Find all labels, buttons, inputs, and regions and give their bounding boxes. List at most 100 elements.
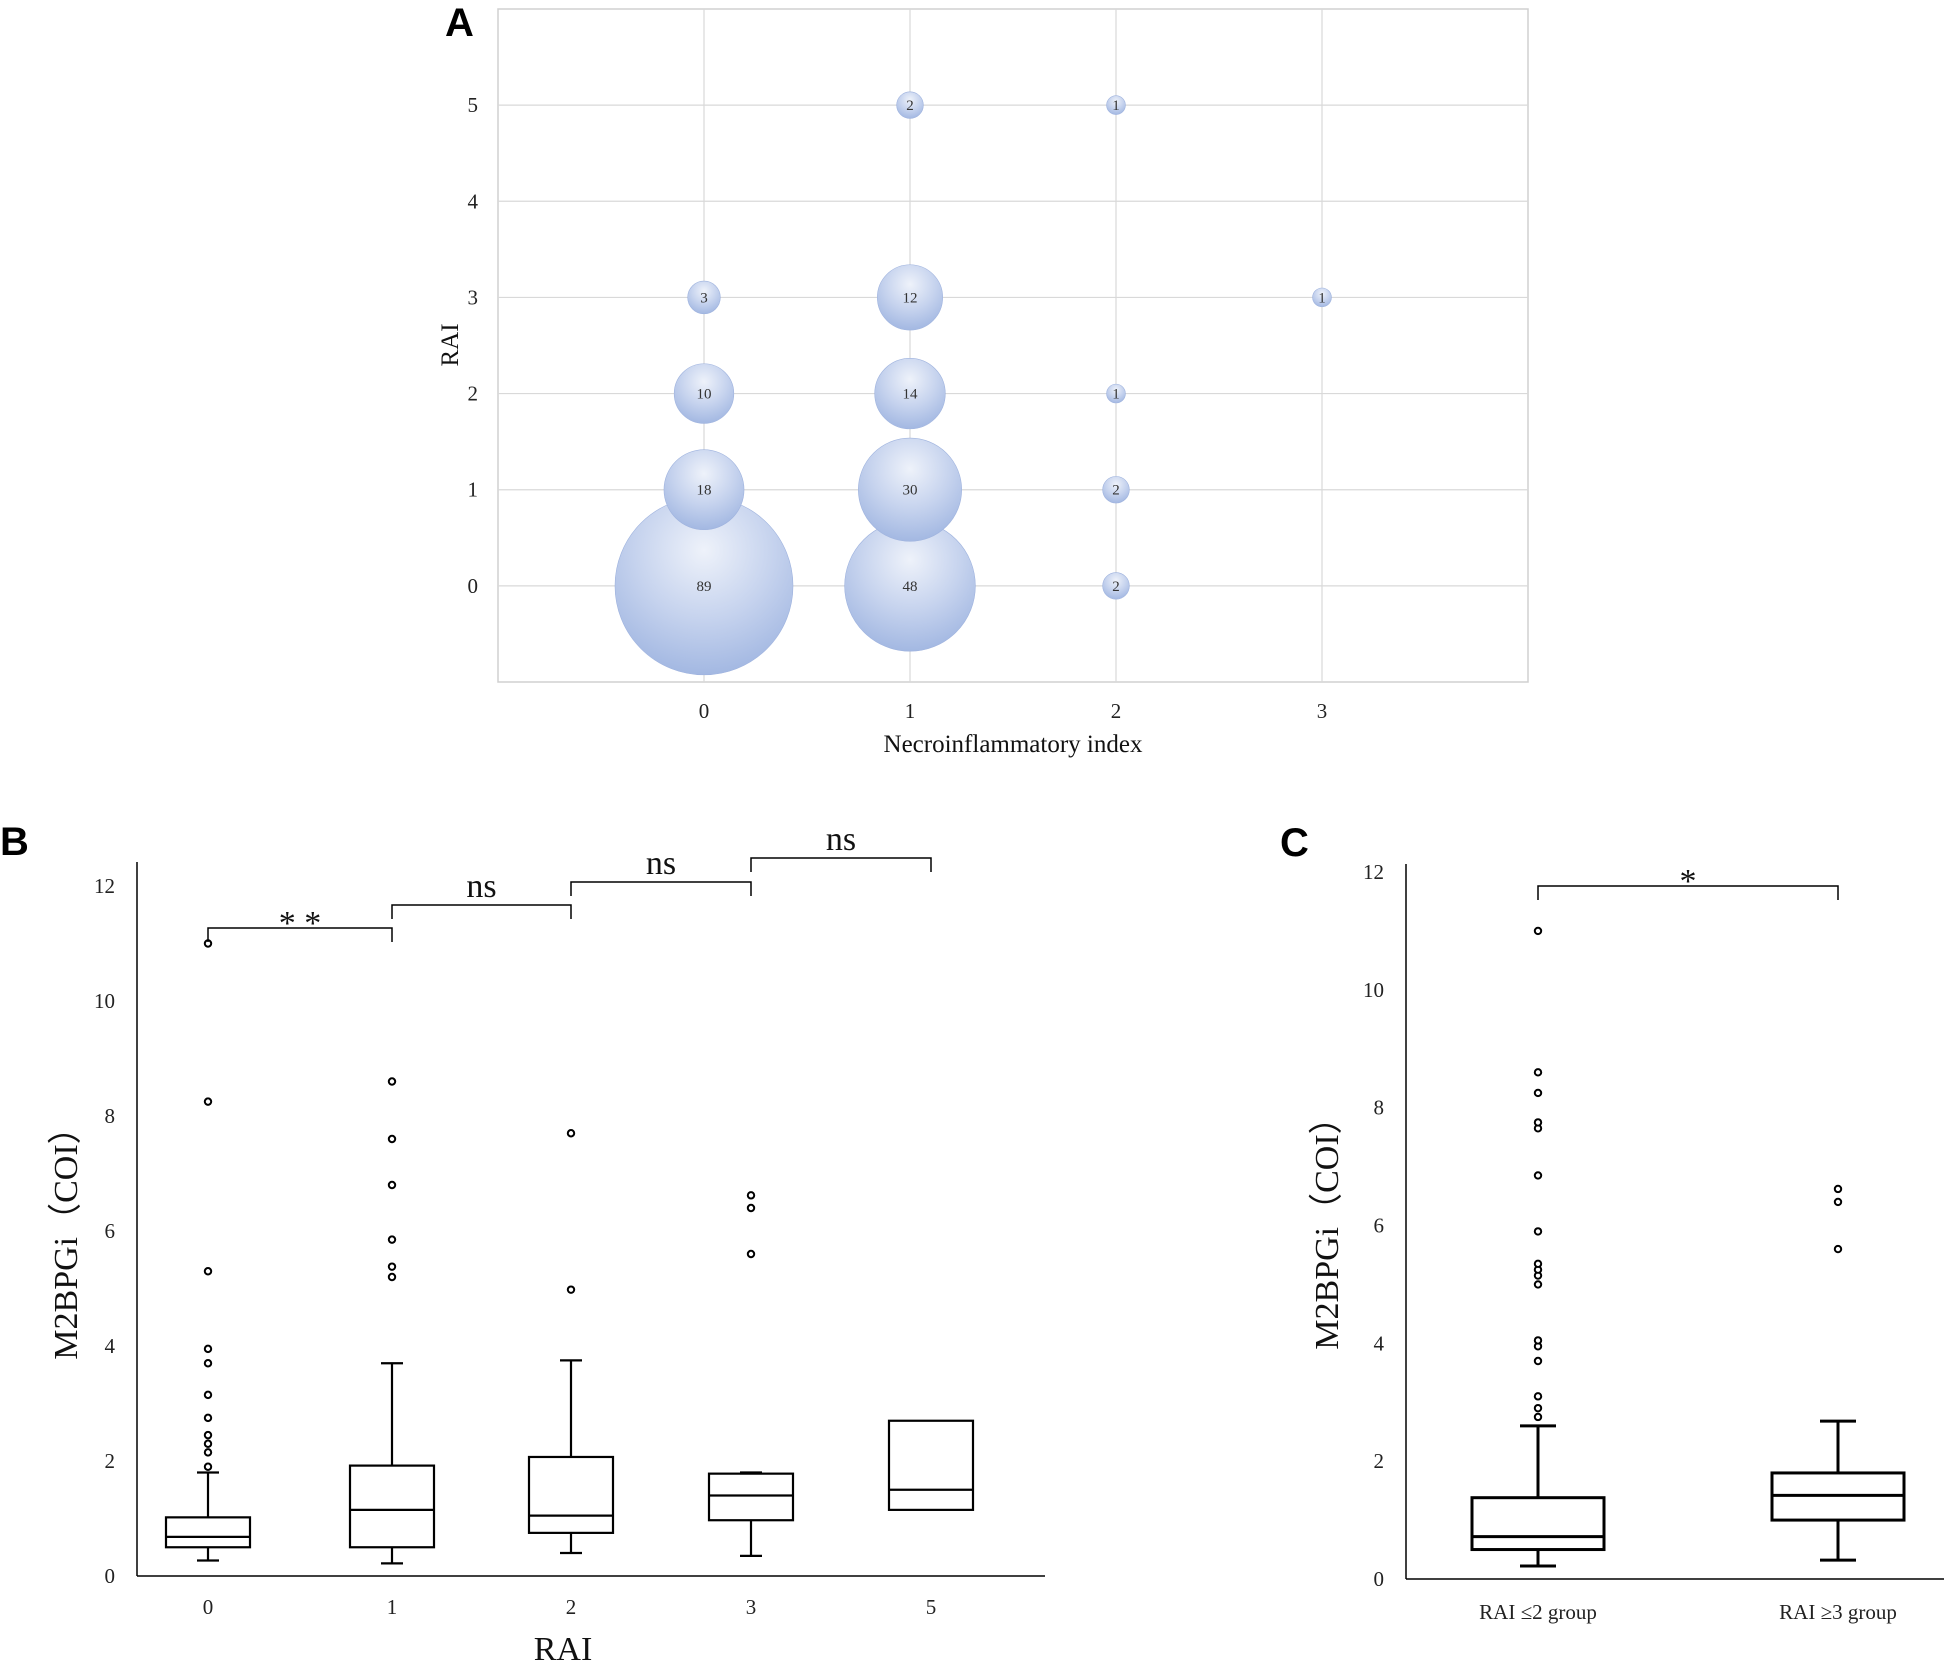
x-tick-label: 0 (699, 699, 710, 723)
y-tick-label: 12 (1363, 860, 1384, 884)
outlier-point (1533, 1280, 1543, 1289)
bubble-label: 18 (697, 483, 712, 499)
outlier-point (1533, 1336, 1543, 1345)
x-tick-label: 3 (1317, 699, 1328, 723)
outlier-point (746, 1191, 756, 1200)
y-tick-label: 10 (1363, 978, 1384, 1002)
bubble (1102, 476, 1130, 504)
x-category-label: 5 (926, 1595, 937, 1619)
box (1470, 1496, 1606, 1552)
y-tick-label: 12 (94, 874, 115, 898)
x-tick-label: 2 (1111, 699, 1122, 723)
outlier-point (203, 1462, 213, 1471)
bubbles-a: 89 18 10 3 48 30 14 12 2 2 2 1 1 1 (614, 91, 1332, 676)
bubble-label: 89 (697, 579, 712, 595)
x-axis-label-b: RAI (534, 1631, 593, 1661)
axes-b: 0 2 4 6 8 10 12 (94, 862, 1045, 1588)
y-axis-label-c: M2BPGi（COI） (1308, 1100, 1346, 1349)
outlier-point (1533, 1088, 1543, 1098)
y-tick-label: 4 (105, 1334, 116, 1358)
outlier-point (746, 1203, 756, 1213)
bubble-label: 30 (903, 483, 918, 499)
bubble-label: 2 (1112, 483, 1120, 499)
x-category-label: 3 (746, 1595, 757, 1619)
bubble-label: 10 (697, 387, 712, 403)
outlier-point (1833, 1197, 1843, 1207)
significance-bracket (750, 857, 932, 872)
bubble (1106, 95, 1126, 115)
outlier-point (203, 1390, 213, 1400)
outlier-point (1533, 1356, 1543, 1366)
bubble (877, 264, 943, 331)
bubble-label: 48 (903, 579, 918, 595)
significance-label: * (1680, 863, 1697, 900)
bubble-label: 1 (1112, 98, 1120, 114)
outlier-point (1533, 1227, 1543, 1236)
bubble (1106, 383, 1126, 404)
y-tick-label: 0 (468, 574, 479, 598)
outlier-point (203, 1097, 213, 1106)
significance-label: * * (279, 905, 322, 942)
panel-a-letter: A (445, 1, 474, 45)
y-axis-label-b: M2BPGi（COI） (47, 1110, 85, 1359)
box (348, 1464, 436, 1549)
box (887, 1419, 975, 1511)
outlier-point (566, 1129, 576, 1138)
y-tick-label: 5 (468, 93, 479, 117)
box (707, 1472, 795, 1522)
x-tick-label: 1 (905, 699, 916, 723)
y-tick-label: 10 (94, 989, 115, 1013)
outlier-point (387, 1180, 397, 1190)
axes-c: 0 2 4 6 8 10 12 (1363, 860, 1944, 1591)
y-tick-label: 2 (1374, 1449, 1385, 1473)
box (527, 1455, 615, 1534)
outlier-point (1833, 1184, 1843, 1194)
x-category-label: 1 (387, 1595, 398, 1619)
comparisons-b: * * ns ns ns (207, 821, 932, 942)
panel-c: C 0 2 4 6 8 10 12 RAI ≤2 group RAI ≥3 group * M… (1280, 821, 1944, 1624)
outlier-point (203, 1344, 213, 1354)
x-axis-label-a: Necroinflammatory index (884, 731, 1143, 758)
significance-bracket (1537, 885, 1839, 900)
significance-label: ns (646, 845, 676, 882)
outlier-point (566, 1285, 576, 1294)
outlier-point (746, 1249, 756, 1259)
bubble-label: 14 (903, 387, 919, 403)
y-tick-label: 4 (1374, 1331, 1385, 1355)
comparisons-c: * (1537, 863, 1839, 900)
y-tick-label: 6 (105, 1219, 116, 1243)
outlier-point (203, 1448, 213, 1457)
bubble (673, 363, 735, 424)
bubble (1102, 572, 1130, 600)
bubble-label: 1 (1318, 290, 1326, 306)
y-tick-label: 2 (468, 382, 479, 406)
x-category-label: RAI ≤2 group (1479, 1600, 1597, 1624)
y-tick-label: 6 (1374, 1214, 1385, 1238)
outlier-point (387, 1077, 397, 1086)
y-tick-label: 2 (105, 1449, 116, 1473)
bubble (663, 449, 745, 531)
outlier-point (203, 1413, 213, 1423)
outlier-point (387, 1262, 397, 1271)
bubble (874, 357, 946, 430)
outlier-point (1533, 1171, 1543, 1180)
boxes-c: RAI ≤2 group RAI ≥3 group (1470, 926, 1906, 1624)
y-tick-label: 1 (468, 478, 479, 502)
outlier-point (203, 1430, 213, 1440)
outlier-point (387, 1235, 397, 1244)
panel-c-letter: C (1280, 821, 1309, 865)
box (164, 1516, 252, 1549)
y-tick-label: 0 (1374, 1567, 1385, 1591)
significance-bracket (391, 904, 572, 919)
outlier-point (203, 1439, 213, 1448)
bubble (1312, 287, 1332, 308)
y-tick-label: 0 (105, 1564, 116, 1588)
outlier-point (387, 1134, 397, 1144)
outlier-point (1533, 1392, 1543, 1401)
outlier-point (387, 1272, 397, 1282)
grid-a (498, 9, 1528, 682)
